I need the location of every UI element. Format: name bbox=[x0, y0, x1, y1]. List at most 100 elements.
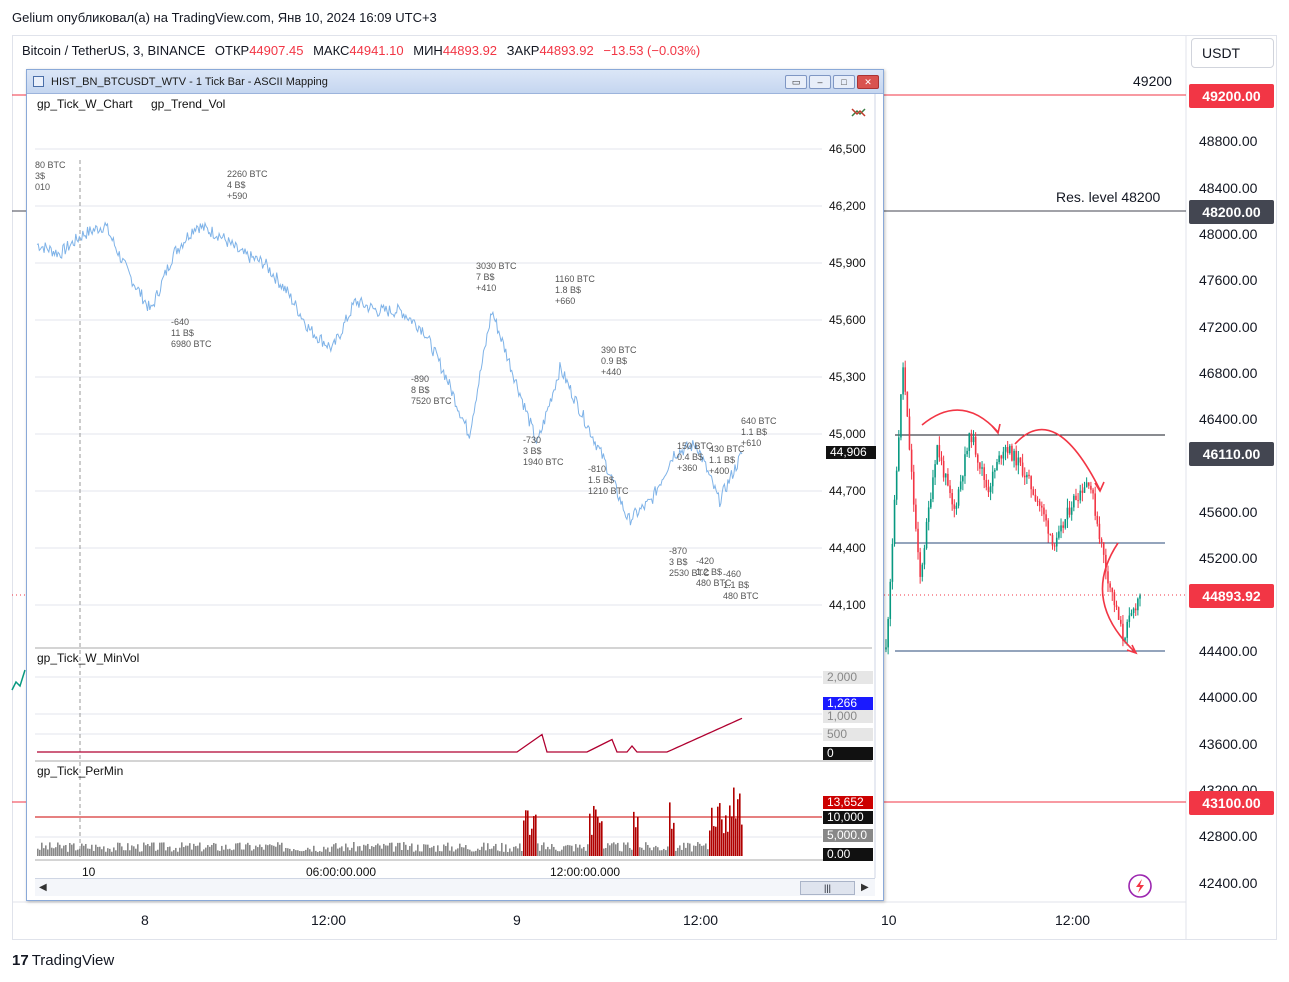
permin-bar bbox=[659, 850, 661, 856]
horizontal-scrollbar[interactable]: ◀ ||| ▶ bbox=[35, 878, 875, 896]
price-tag-48200[interactable]: 48200.00 bbox=[1189, 200, 1274, 224]
pane2-title[interactable]: gp_Tick_W_MinVol bbox=[37, 651, 140, 665]
inset-title-bar[interactable]: HIST_BN_BTCUSDT_WTV - 1 Tick Bar - ASCII… bbox=[27, 70, 883, 94]
permin-bar bbox=[461, 847, 463, 856]
permin-bar bbox=[441, 851, 443, 856]
tick-annotation: -730 3 B$ 1940 BTC bbox=[523, 435, 564, 468]
candle-body bbox=[957, 489, 960, 506]
candle-body bbox=[900, 394, 902, 438]
inset-chart-canvas[interactable] bbox=[27, 70, 885, 902]
permin-bar bbox=[419, 851, 421, 856]
candle-body bbox=[1126, 621, 1128, 638]
permin-bar bbox=[351, 847, 353, 856]
price-tag-46110[interactable]: 46110.00 bbox=[1189, 442, 1274, 466]
permin-bar bbox=[165, 850, 167, 856]
permin-bar bbox=[407, 849, 409, 856]
candle-body bbox=[919, 552, 921, 577]
permin-bar bbox=[641, 847, 643, 856]
scroll-left-icon[interactable]: ◀ bbox=[39, 882, 47, 893]
drawing-arrows[interactable] bbox=[921, 409, 1138, 655]
permin-bar bbox=[633, 811, 635, 856]
window-maximize-icon[interactable]: □ bbox=[833, 75, 855, 89]
tick-annotation-line: 6980 BTC bbox=[171, 339, 212, 349]
permin-bar bbox=[67, 851, 69, 856]
window-restore-icon[interactable]: ▭ bbox=[785, 75, 807, 89]
permin-bar bbox=[123, 850, 125, 856]
price-tick: 46400.00 bbox=[1199, 411, 1258, 427]
footer-brand[interactable]: 17 TradingView bbox=[12, 952, 114, 969]
permin-bar bbox=[289, 848, 291, 856]
permin-bar bbox=[69, 843, 71, 856]
arrow-curve-1[interactable] bbox=[921, 409, 999, 433]
candle-body bbox=[979, 462, 981, 469]
candle-body bbox=[972, 436, 975, 443]
permin-bar bbox=[295, 850, 297, 856]
inset-window[interactable]: HIST_BN_BTCUSDT_WTV - 1 Tick Bar - ASCII… bbox=[26, 69, 884, 901]
permin-bar bbox=[655, 845, 657, 856]
tick-annotation: 430 BTC 1.1 B$ +400 bbox=[709, 444, 745, 477]
permin-bar bbox=[593, 805, 595, 856]
permin-bar bbox=[129, 850, 131, 856]
scrollbar-thumb[interactable]: ||| bbox=[800, 881, 855, 895]
price-tag-current[interactable]: 44893.92 bbox=[1189, 584, 1274, 608]
permin-bar bbox=[729, 805, 731, 856]
permin-bar bbox=[205, 847, 207, 856]
permin-bar bbox=[169, 846, 171, 856]
tick-annotation-line: +400 bbox=[709, 466, 730, 476]
lightning-icon[interactable] bbox=[1128, 874, 1152, 898]
window-close-icon[interactable]: ✕ bbox=[857, 75, 879, 89]
candle-body bbox=[1036, 500, 1039, 502]
permin-bar bbox=[571, 845, 573, 856]
minvol-tick: 500 bbox=[823, 728, 873, 741]
candle-body bbox=[1064, 519, 1067, 528]
candle-body bbox=[996, 462, 998, 471]
permin-bar bbox=[261, 847, 263, 856]
permin-bar bbox=[55, 847, 57, 856]
candle-body bbox=[1002, 451, 1005, 459]
tick-annotation: 150 BTC 0.4 B$ +360 bbox=[677, 441, 713, 474]
arrow-curve-2[interactable] bbox=[1014, 428, 1101, 491]
arrow-curve-3[interactable] bbox=[1101, 542, 1136, 653]
candle-body bbox=[927, 507, 930, 522]
level-label-48200[interactable]: Res. level 48200 bbox=[1056, 189, 1161, 205]
chart-frame[interactable] bbox=[12, 35, 1277, 940]
pane1-title-a[interactable]: gp_Tick_W_Chart bbox=[37, 97, 133, 111]
permin-bar bbox=[235, 843, 237, 856]
time-tick: 8 bbox=[141, 912, 149, 928]
candle-body bbox=[962, 476, 964, 482]
permin-bar bbox=[229, 848, 231, 856]
permin-bar bbox=[599, 822, 601, 856]
permin-bar bbox=[437, 845, 439, 856]
price-tick: 44000.00 bbox=[1199, 689, 1258, 705]
candle-body bbox=[1090, 485, 1092, 490]
permin-bar bbox=[591, 834, 593, 856]
candle-body bbox=[1068, 507, 1071, 515]
symbol-name[interactable]: Bitcoin / TetherUS, 3, BINANCE bbox=[22, 43, 206, 58]
candle-body bbox=[898, 437, 900, 471]
permin-bar bbox=[741, 824, 743, 856]
permin-bar bbox=[635, 827, 637, 856]
price-tag-43100[interactable]: 43100.00 bbox=[1189, 791, 1274, 815]
permin-bar bbox=[333, 844, 335, 856]
currency-button[interactable]: USDT bbox=[1191, 38, 1274, 68]
candle-body bbox=[1034, 494, 1037, 501]
price-tag-49200[interactable]: 49200.00 bbox=[1189, 84, 1274, 108]
permin-bar bbox=[379, 845, 381, 856]
pane3-title[interactable]: gp_Tick_PerMin bbox=[37, 764, 124, 778]
candle-body bbox=[1043, 507, 1045, 515]
permin-bar bbox=[283, 851, 285, 856]
permin-bar bbox=[643, 849, 645, 856]
permin-bar bbox=[363, 844, 365, 856]
permin-bar bbox=[391, 842, 393, 856]
candle-body bbox=[1019, 457, 1022, 463]
candle-body bbox=[1102, 542, 1105, 555]
permin-bar bbox=[691, 851, 693, 856]
level-label-49200[interactable]: 49200 bbox=[1133, 73, 1172, 89]
permin-bar bbox=[157, 849, 159, 856]
permin-bar bbox=[73, 843, 75, 856]
scroll-right-icon[interactable]: ▶ bbox=[861, 882, 869, 893]
window-minimize-icon[interactable]: – bbox=[809, 75, 831, 89]
tick-annotation-line: 640 BTC bbox=[741, 416, 777, 426]
chart-settings-icon[interactable] bbox=[851, 108, 866, 117]
pane1-title-b[interactable]: gp_Trend_Vol bbox=[151, 97, 226, 111]
